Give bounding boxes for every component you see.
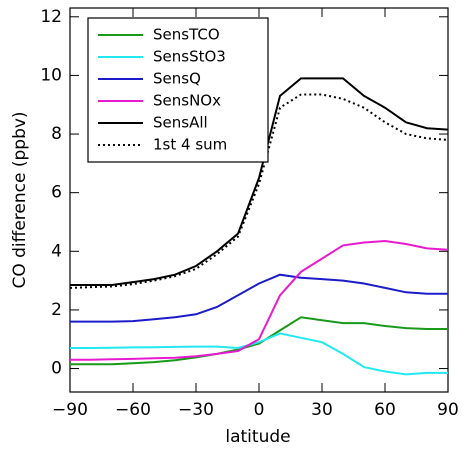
- x-tick-label: 0: [254, 400, 265, 420]
- series-line: [70, 316, 448, 366]
- x-axis-label: latitude: [225, 427, 290, 447]
- series-line: [70, 273, 448, 323]
- legend-label: SensAll: [153, 114, 208, 132]
- y-axis-label: CO difference (ppbv): [10, 111, 30, 288]
- legend-label: SensNOx: [153, 92, 221, 110]
- x-tick-label: 30: [311, 400, 333, 420]
- y-tick-label: 12: [40, 7, 62, 27]
- legend-box: [87, 17, 269, 163]
- series-line: [70, 332, 448, 376]
- legend-label: SensStO3: [153, 48, 226, 66]
- y-tick-label: 10: [40, 65, 62, 85]
- series-line: [70, 77, 449, 286]
- legend-label: SensTCO: [153, 26, 220, 44]
- legend-label: SensQ: [153, 70, 201, 88]
- y-tick-label: 2: [51, 300, 62, 320]
- y-tick-label: 8: [51, 124, 62, 144]
- x-tick-label: −60: [115, 400, 151, 420]
- plot-frame: [69, 7, 449, 393]
- x-tick-label: −30: [178, 400, 214, 420]
- x-tick-label: −90: [52, 400, 88, 420]
- legend-label: 1st 4 sum: [153, 136, 227, 154]
- x-tick-label: 60: [374, 400, 396, 420]
- y-tick-label: 0: [51, 359, 62, 379]
- series-line: [70, 239, 449, 361]
- y-tick-label: 6: [51, 183, 62, 203]
- x-tick-label: 90: [437, 400, 459, 420]
- y-tick-label: 4: [51, 241, 62, 261]
